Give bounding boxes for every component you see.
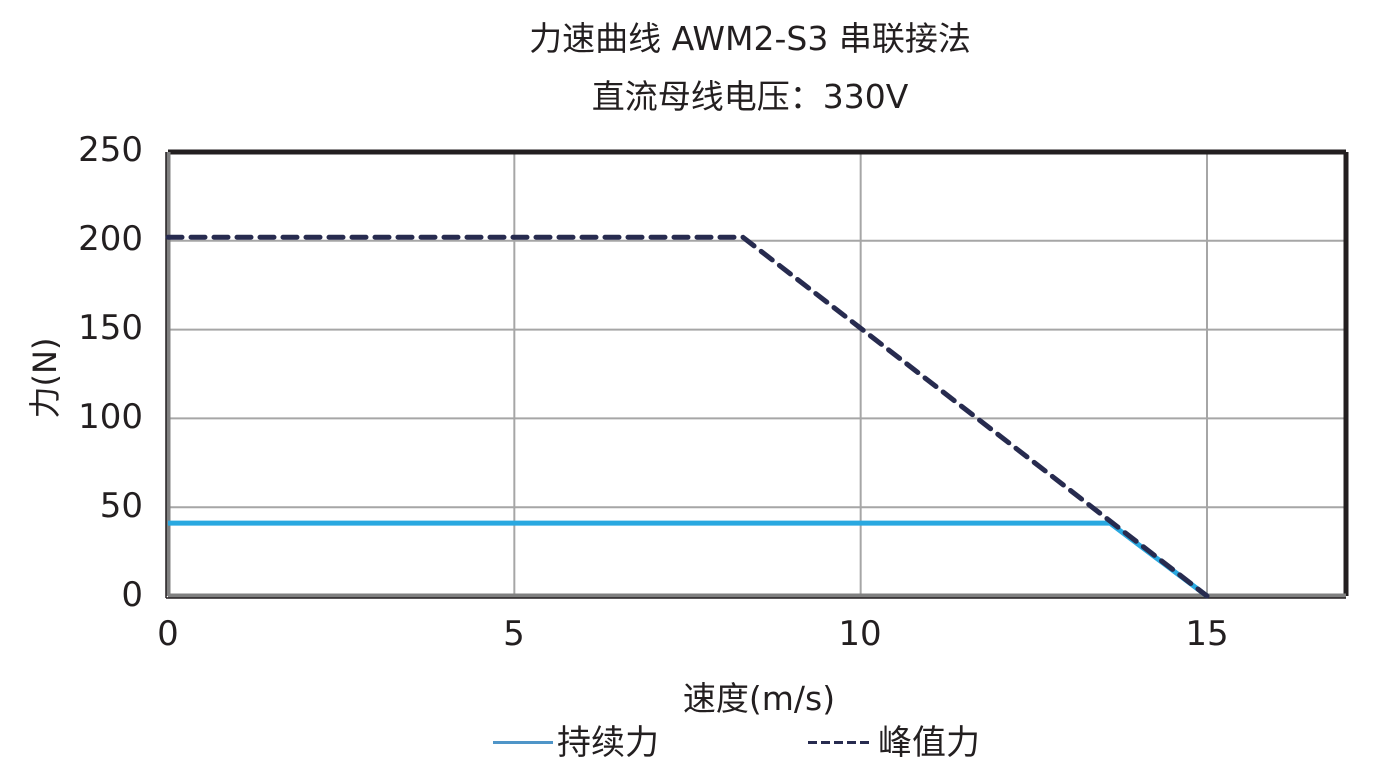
chart-title: 力速曲线 AWM2-S3 串联接法 [529, 19, 971, 58]
y-tick-100: 100 [78, 397, 143, 437]
series-continuous-force [168, 520, 1209, 598]
y-tick-50: 50 [99, 486, 143, 526]
x-tick-0: 0 [157, 614, 179, 654]
series-peak-force [165, 234, 1210, 599]
y-tick-0: 0 [121, 575, 143, 615]
y-tick-250: 250 [78, 130, 143, 170]
x-tick-15: 15 [1185, 614, 1229, 654]
x-tick-10: 10 [838, 614, 882, 654]
x-axis-label: 速度(m/s) [682, 679, 836, 718]
chart-subtitle: 直流母线电压：330V [591, 77, 909, 116]
legend-item-continuous: 持续力 [493, 715, 659, 764]
legend-label-continuous: 持续力 [557, 723, 659, 763]
legend-solid-line-icon [493, 741, 553, 744]
x-tick-5: 5 [503, 614, 525, 654]
y-tick-150: 150 [78, 308, 143, 348]
y-tick-200: 200 [78, 219, 143, 259]
legend-item-peak: 峰值力 [808, 715, 980, 764]
y-axis-label: 力(N) [26, 337, 64, 419]
legend-dashed-line-icon [808, 741, 872, 744]
legend-label-peak: 峰值力 [878, 723, 980, 763]
